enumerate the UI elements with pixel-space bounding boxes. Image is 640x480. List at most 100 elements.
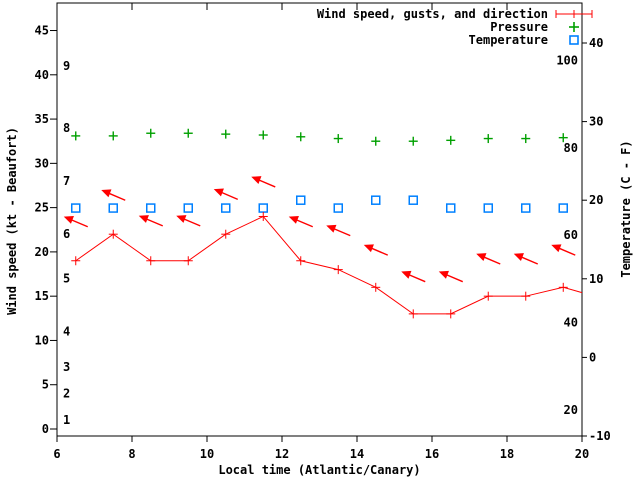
x-tick-label: 20 bbox=[575, 447, 589, 461]
beaufort-label: 8 bbox=[63, 121, 70, 135]
temperature-marker bbox=[71, 203, 81, 213]
gust-arrow bbox=[213, 188, 239, 200]
legend: Wind speed, gusts, and direction Pressur… bbox=[316, 6, 600, 47]
temp-tick-label: 10 bbox=[589, 272, 603, 286]
fahrenheit-label: 60 bbox=[564, 228, 578, 242]
gust-arrow-tail bbox=[446, 274, 464, 283]
x-tick-label: 8 bbox=[128, 447, 135, 461]
wind-tick-label: 30 bbox=[35, 156, 49, 170]
gust-arrow bbox=[326, 224, 351, 237]
gust-arrow bbox=[138, 215, 164, 227]
gust-arrow bbox=[401, 270, 426, 283]
wind-errorbar-icon bbox=[548, 8, 600, 20]
wind-tick-label: 45 bbox=[35, 24, 49, 38]
gust-arrow bbox=[363, 244, 389, 256]
fahrenheit-label: 100 bbox=[556, 53, 578, 67]
plot-border bbox=[56, 2, 583, 437]
fahrenheit-label: 40 bbox=[564, 315, 578, 329]
gust-arrow-tail bbox=[521, 256, 539, 265]
gust-arrow-head bbox=[401, 270, 412, 279]
gust-arrow-tail bbox=[146, 218, 164, 227]
gust-arrow-tail bbox=[483, 256, 501, 265]
beaufort-label: 3 bbox=[63, 360, 70, 374]
gust-arrow-head bbox=[176, 215, 187, 223]
gust-arrow-tail bbox=[558, 247, 576, 256]
beaufort-label: 4 bbox=[63, 325, 70, 339]
gust-arrow-head bbox=[438, 270, 449, 279]
wind-tick-label: 5 bbox=[42, 378, 49, 392]
temperature-marker bbox=[446, 203, 456, 213]
temperature-marker bbox=[296, 195, 306, 205]
x-tick-label: 16 bbox=[425, 447, 439, 461]
gust-arrow-head bbox=[326, 224, 337, 233]
beaufort-label: 7 bbox=[63, 174, 70, 188]
gust-arrow bbox=[551, 244, 576, 256]
gust-arrow-head bbox=[513, 253, 524, 261]
gust-arrow-head bbox=[63, 215, 74, 224]
temp-tick-label: -10 bbox=[589, 429, 611, 443]
wind-speed-line bbox=[75, 215, 583, 315]
gust-arrow-tail bbox=[371, 247, 389, 256]
wind-tick-label: 25 bbox=[35, 201, 49, 215]
gust-arrow-tail bbox=[108, 192, 126, 201]
gust-arrow-tail bbox=[296, 219, 314, 228]
temperature-marker bbox=[483, 203, 493, 213]
temperature-marker bbox=[333, 203, 343, 213]
legend-label-wind: Wind speed, gusts, and direction bbox=[316, 6, 548, 21]
wind-tick-label: 20 bbox=[35, 245, 49, 259]
gust-arrow-tail bbox=[408, 274, 426, 283]
legend-row-temperature: Temperature bbox=[469, 33, 600, 47]
temp-tick-label: 0 bbox=[589, 350, 596, 364]
gust-arrow-head bbox=[363, 244, 374, 253]
gust-arrow bbox=[176, 215, 201, 227]
legend-row-pressure: Pressure bbox=[490, 19, 600, 34]
legend-label-pressure: Pressure bbox=[490, 19, 548, 34]
temp-tick-label: 30 bbox=[589, 115, 603, 129]
gust-arrow-tail bbox=[71, 219, 89, 228]
temperature-marker bbox=[371, 195, 381, 205]
temp-tick-label: 40 bbox=[589, 36, 603, 50]
gust-arrow-head bbox=[251, 176, 262, 184]
x-tick-label: 10 bbox=[200, 447, 214, 461]
wind-tick-label: 35 bbox=[35, 112, 49, 126]
pressure-plus-icon bbox=[548, 21, 600, 33]
beaufort-label: 9 bbox=[63, 59, 70, 73]
beaufort-label: 2 bbox=[63, 387, 70, 401]
gust-arrow-head bbox=[138, 215, 149, 223]
x-tick-label: 12 bbox=[275, 447, 289, 461]
wind-tick-label: 0 bbox=[42, 422, 49, 436]
gust-arrow-head bbox=[288, 215, 299, 224]
gust-arrow-head bbox=[101, 189, 112, 198]
fahrenheit-label: 20 bbox=[564, 403, 578, 417]
gust-arrow-head bbox=[213, 188, 224, 197]
gust-arrow bbox=[288, 215, 314, 228]
gust-arrow-tail bbox=[183, 218, 201, 227]
wind-tick-label: 40 bbox=[35, 68, 49, 82]
x-tick-label: 6 bbox=[53, 447, 60, 461]
wind-tick-label: 15 bbox=[35, 289, 49, 303]
gust-arrow bbox=[438, 270, 464, 283]
x-axis-title: Local time (Atlantic/Canary) bbox=[218, 463, 421, 477]
temperature-square-icon bbox=[548, 34, 600, 46]
temperature-marker bbox=[521, 203, 531, 213]
gust-arrow-head bbox=[551, 244, 562, 253]
temp-tick-label: 20 bbox=[589, 193, 603, 207]
beaufort-label: 5 bbox=[63, 271, 70, 285]
temperature-marker bbox=[258, 203, 268, 213]
temperature-marker bbox=[146, 203, 156, 213]
temperature-marker bbox=[558, 203, 568, 213]
x-tick-label: 14 bbox=[350, 447, 364, 461]
gust-arrow bbox=[476, 253, 501, 265]
gust-arrow-tail bbox=[221, 191, 239, 200]
right-axis-title: Temperature (C - F) bbox=[619, 140, 633, 278]
beaufort-label: 1 bbox=[63, 413, 70, 427]
fahrenheit-label: 80 bbox=[564, 141, 578, 155]
temperature-marker bbox=[221, 203, 231, 213]
left-axis-title: Wind speed (kt - Beaufort) bbox=[5, 127, 19, 315]
wind-tick-label: 10 bbox=[35, 333, 49, 347]
x-tick-label: 18 bbox=[500, 447, 514, 461]
gust-arrow-tail bbox=[333, 228, 351, 237]
beaufort-label: 6 bbox=[63, 227, 70, 241]
